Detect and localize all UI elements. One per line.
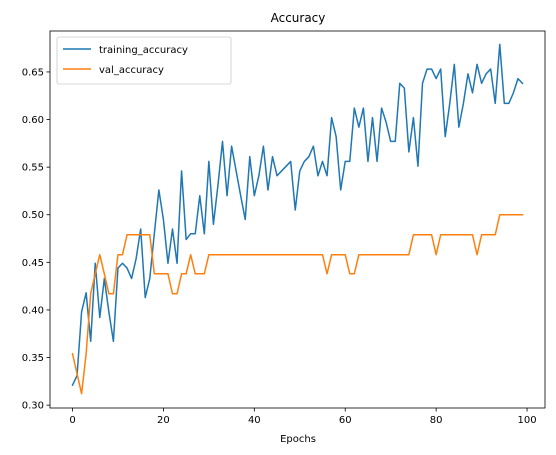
series-line-training-accuracy [71,43,524,387]
x-tick-label: 0 [69,415,75,426]
y-tick-label: 0.55 [22,163,44,174]
y-tick-label: 0.30 [22,401,44,412]
y-tick-label: 0.50 [22,210,44,221]
x-tick-label: 100 [517,415,536,426]
chart-title: Accuracy [271,11,326,25]
x-tick-label: 20 [157,415,170,426]
y-axis: 0.30 0.35 0.40 0.45 0.50 0.55 0.60 0.65 [22,67,50,412]
plot-area [49,30,546,409]
series-line-val-accuracy [71,213,524,395]
y-tick-label: 0.45 [22,258,44,269]
plot-frame [49,30,546,409]
x-axis: 0 20 40 60 80 100 [69,408,537,426]
y-tick-label: 0.65 [22,67,44,78]
legend-label-training-accuracy: training_accuracy [99,45,188,56]
legend-label-val-accuracy: val_accuracy [99,65,164,76]
y-tick-label: 0.40 [22,305,44,316]
legend-box [56,36,232,85]
x-axis-title: Epochs [280,434,316,445]
y-tick-label: 0.60 [22,115,44,126]
x-tick-label: 60 [339,415,352,426]
y-tick-label: 0.35 [22,353,44,364]
x-tick-label: 40 [248,415,261,426]
x-tick-label: 80 [430,415,443,426]
legend: training_accuracy val_accuracy [56,36,232,85]
